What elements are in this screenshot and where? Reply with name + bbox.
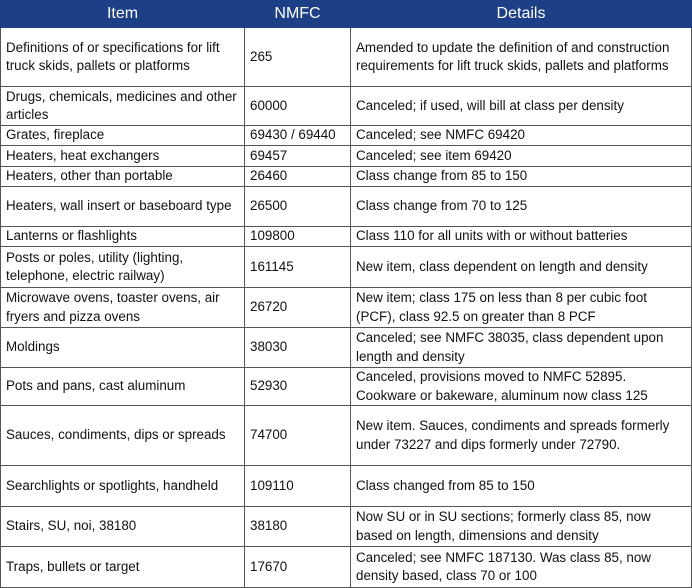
nmfc-cell: 161145 bbox=[244, 246, 351, 288]
details-cell: Class 110 for all units with or without … bbox=[350, 226, 692, 247]
item-cell: Heaters, other than portable bbox=[0, 166, 245, 187]
details-cell: Canceled; see item 69420 bbox=[350, 145, 692, 167]
item-cell: Stairs, SU, noi, 38180 bbox=[0, 506, 245, 547]
details-header: Details bbox=[350, 0, 692, 28]
table-row: Heaters, heat exchangers 69457 Canceled; s… bbox=[0, 145, 692, 167]
nmfc-cell: 109110 bbox=[244, 465, 351, 507]
table-row: Heaters, wall insert or baseboard type 26… bbox=[0, 186, 692, 227]
item-cell: Heaters, wall insert or baseboard type bbox=[0, 186, 245, 227]
item-cell: Moldings bbox=[0, 327, 245, 368]
nmfc-cell: 265 bbox=[244, 27, 351, 87]
table-row: Traps, bullets or target 17670 Canceled; s… bbox=[0, 546, 692, 588]
details-cell: Amended to update the definition of and … bbox=[350, 27, 692, 87]
details-cell: New item, class dependent on length and … bbox=[350, 246, 692, 288]
item-cell: Lanterns or flashlights bbox=[0, 226, 245, 247]
nmfc-cell: 38030 bbox=[244, 327, 351, 368]
table-row: Posts or poles, utility (lighting, telep… bbox=[0, 246, 692, 288]
details-cell: Class change from 85 to 150 bbox=[350, 166, 692, 187]
table-row: Heaters, other than portable 26460 Class c… bbox=[0, 166, 692, 187]
table-row: Drugs, chemicals, medicines and other ar… bbox=[0, 86, 692, 126]
table-row: Lanterns or flashlights 109800 Class 110 f… bbox=[0, 226, 692, 247]
nmfc-header: NMFC bbox=[244, 0, 351, 28]
details-cell: Canceled; see NMFC 69420 bbox=[350, 125, 692, 146]
details-cell: New item; class 175 on less than 8 per c… bbox=[350, 287, 692, 328]
details-cell: Canceled; if used, will bill at class pe… bbox=[350, 86, 692, 126]
item-cell: Pots and pans, cast aluminum bbox=[0, 367, 245, 406]
item-cell: Searchlights or spotlights, handheld bbox=[0, 465, 245, 507]
nmfc-cell: 52930 bbox=[244, 367, 351, 406]
nmfc-cell: 60000 bbox=[244, 86, 351, 126]
details-cell: Class change from 70 to 125 bbox=[350, 186, 692, 227]
table-row: Stairs, SU, noi, 38180 38180 Now SU or in … bbox=[0, 506, 692, 547]
details-cell: Now SU or in SU sections; formerly class… bbox=[350, 506, 692, 547]
table-row: Moldings 38030 Canceled; see NMFC 38035, c… bbox=[0, 327, 692, 368]
item-cell: Traps, bullets or target bbox=[0, 546, 245, 588]
nmfc-cell: 26720 bbox=[244, 287, 351, 328]
item-cell: Sauces, condiments, dips or spreads bbox=[0, 405, 245, 466]
nmfc-cell: 17670 bbox=[244, 546, 351, 588]
item-cell: Definitions of or specifications for lif… bbox=[0, 27, 245, 87]
details-cell: Canceled; see NMFC 187130. Was class 85,… bbox=[350, 546, 692, 588]
table-row: Grates, fireplace 69430 / 69440 Canceled; … bbox=[0, 125, 692, 146]
nmfc-cell: 26460 bbox=[244, 166, 351, 187]
item-cell: Drugs, chemicals, medicines and other ar… bbox=[0, 86, 245, 126]
item-cell: Posts or poles, utility (lighting, telep… bbox=[0, 246, 245, 288]
table-body: Definitions of or specifications for lif… bbox=[0, 27, 692, 588]
details-cell: Class changed from 85 to 150 bbox=[350, 465, 692, 507]
table-row: Definitions of or specifications for lif… bbox=[0, 27, 692, 87]
nmfc-cell: 26500 bbox=[244, 186, 351, 227]
table-row: Searchlights or spotlights, handheld 1091… bbox=[0, 465, 692, 507]
table-row: Sauces, condiments, dips or spreads 74700… bbox=[0, 405, 692, 466]
nmfc-cell: 109800 bbox=[244, 226, 351, 247]
details-cell: New item. Sauces, condiments and spreads… bbox=[350, 405, 692, 466]
nmfc-cell: 69457 bbox=[244, 145, 351, 167]
item-cell: Grates, fireplace bbox=[0, 125, 245, 146]
nmfc-cell: 38180 bbox=[244, 506, 351, 547]
table-row: Microwave ovens, toaster ovens, air frye… bbox=[0, 287, 692, 328]
nmfc-cell: 74700 bbox=[244, 405, 351, 466]
item-cell: Heaters, heat exchangers bbox=[0, 145, 245, 167]
details-cell: Canceled; see NMFC 38035, class dependen… bbox=[350, 327, 692, 368]
nmfc-cell: 69430 / 69440 bbox=[244, 125, 351, 146]
details-cell: Canceled, provisions moved to NMFC 52895… bbox=[350, 367, 692, 406]
header-row: Item NMFC Details bbox=[0, 0, 692, 28]
item-header: Item bbox=[0, 0, 245, 28]
table-row: Pots and pans, cast aluminum 52930 Cancele… bbox=[0, 367, 692, 406]
item-cell: Microwave ovens, toaster ovens, air frye… bbox=[0, 287, 245, 328]
